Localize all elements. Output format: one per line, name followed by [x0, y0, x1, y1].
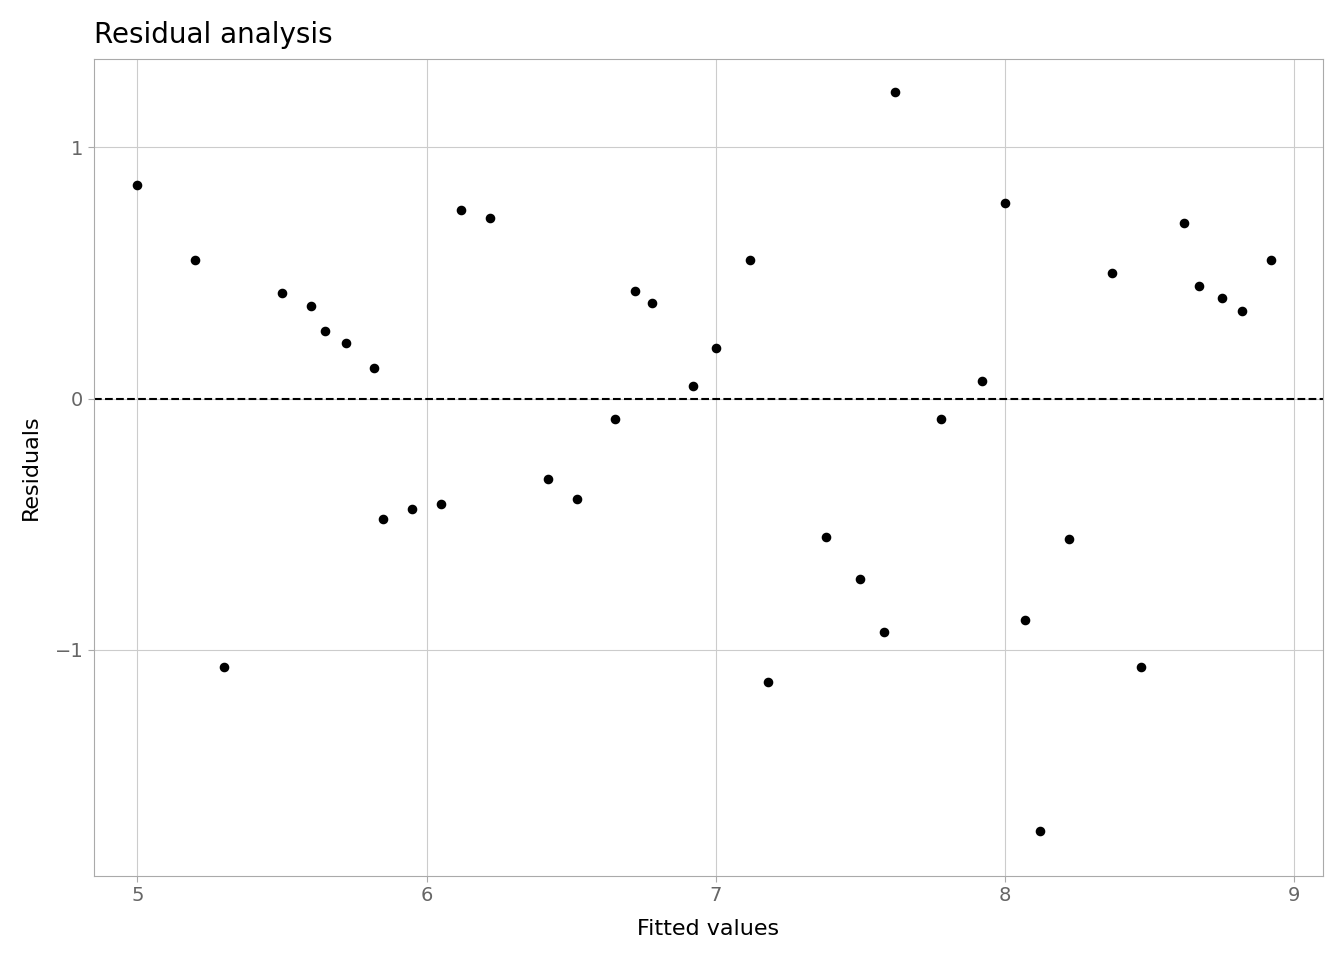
Point	[1058, 532, 1079, 547]
Point	[1130, 660, 1152, 675]
Point	[184, 252, 206, 268]
Point	[538, 471, 559, 487]
Point	[706, 341, 727, 356]
Point	[364, 361, 386, 376]
Point	[450, 203, 472, 218]
Point	[972, 373, 993, 389]
Point	[1188, 277, 1210, 293]
Point	[1261, 252, 1282, 268]
Point	[872, 625, 894, 640]
Point	[603, 411, 625, 426]
Point	[624, 283, 645, 299]
Point	[271, 285, 293, 300]
Point	[566, 492, 587, 507]
Point	[372, 512, 394, 527]
Point	[641, 296, 663, 311]
Point	[1231, 303, 1253, 319]
Point	[930, 411, 952, 426]
Point	[126, 178, 148, 193]
Point	[681, 378, 703, 394]
Point	[314, 324, 336, 339]
Point	[739, 252, 761, 268]
Point	[214, 660, 235, 675]
Point	[1173, 215, 1195, 230]
Y-axis label: Residuals: Residuals	[22, 415, 40, 520]
Point	[480, 210, 501, 226]
Point	[814, 529, 836, 544]
Point	[1101, 265, 1122, 280]
Point	[300, 298, 321, 313]
Point	[1030, 823, 1051, 838]
Point	[1211, 291, 1232, 306]
Point	[757, 675, 778, 690]
Point	[1015, 612, 1036, 627]
X-axis label: Fitted values: Fitted values	[637, 919, 780, 939]
Point	[995, 195, 1016, 210]
Text: Residual analysis: Residual analysis	[94, 21, 332, 49]
Point	[430, 496, 452, 512]
Point	[849, 572, 871, 588]
Point	[884, 84, 906, 100]
Point	[402, 501, 423, 516]
Point	[335, 336, 356, 351]
